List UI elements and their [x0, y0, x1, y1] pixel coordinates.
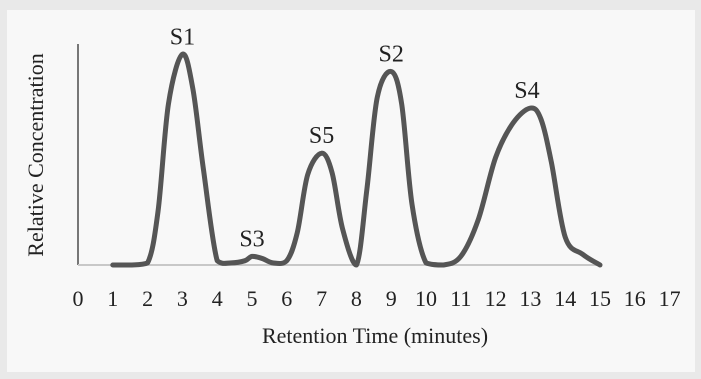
- x-tick-label: 11: [450, 286, 471, 311]
- x-tick-label: 0: [73, 286, 84, 311]
- x-tick-label: 3: [177, 286, 188, 311]
- x-tick-label: 13: [519, 286, 541, 311]
- chart-frame: [7, 10, 695, 372]
- peak-label: S4: [514, 78, 539, 104]
- x-tick-label: 4: [212, 286, 223, 311]
- x-tick-label: 12: [485, 286, 507, 311]
- x-tick-label: 6: [281, 286, 292, 311]
- x-axis-label: Retention Time (minutes): [262, 323, 488, 348]
- x-tick-label: 14: [554, 286, 576, 311]
- y-axis-label: Relative Concentration: [23, 53, 48, 256]
- x-tick-label: 8: [351, 286, 362, 311]
- peak-label: S3: [239, 226, 264, 252]
- peak-labels: S1 S3 S5 S2 S4: [170, 24, 540, 252]
- x-tick-label: 15: [589, 286, 611, 311]
- x-tick-label: 17: [659, 286, 681, 311]
- x-tick-label: 2: [142, 286, 153, 311]
- x-tick-label: 1: [107, 286, 118, 311]
- x-tick-label: 7: [316, 286, 327, 311]
- x-tick-label: 9: [386, 286, 397, 311]
- peak-label: S2: [379, 42, 404, 68]
- x-tick-labels: 0 1 2 3 4 5 6 7 8 9 10 11 12 13 14 15 16 17: [73, 286, 681, 311]
- peak-label: S5: [309, 123, 334, 149]
- chromatogram-line: [110, 51, 603, 268]
- peak-label: S1: [170, 24, 195, 50]
- axes: [77, 44, 600, 266]
- x-tick-label: 16: [624, 286, 646, 311]
- x-tick-label: 10: [415, 286, 437, 311]
- x-tick-label: 5: [247, 286, 258, 311]
